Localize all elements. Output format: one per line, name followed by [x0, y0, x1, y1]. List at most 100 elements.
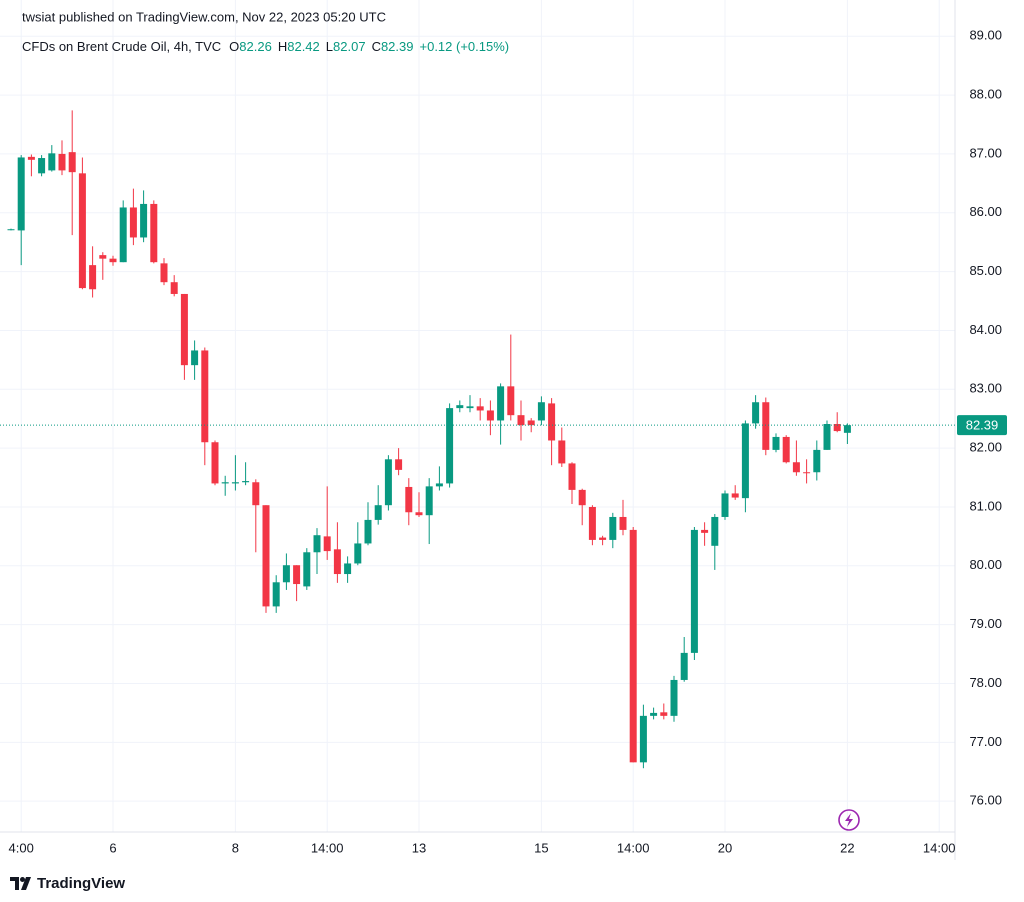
candle-body [68, 152, 76, 173]
candle-body [435, 483, 443, 487]
candle-body [752, 402, 760, 424]
candle-body [395, 459, 403, 470]
candle-body [772, 436, 780, 450]
candle-body [466, 406, 474, 409]
candle-body [201, 350, 209, 443]
candle-body [333, 549, 341, 575]
candles [0, 110, 955, 769]
x-tick-label: 13 [412, 840, 426, 855]
brand-name: TradingView [37, 875, 125, 892]
candle-body [803, 472, 811, 474]
candle-body [537, 402, 545, 421]
y-tick-label: 80.00 [969, 557, 1002, 572]
candle-body [58, 153, 66, 171]
candle-body [242, 481, 250, 483]
candle-body [507, 386, 515, 416]
candle-body [262, 505, 270, 607]
candle-body [701, 529, 709, 533]
last-price-label: 82.39 [966, 418, 999, 433]
candle-body [7, 229, 15, 231]
candle-body [670, 679, 678, 716]
candle-body [119, 207, 127, 263]
candle-body [599, 537, 607, 540]
legend-ohlc-value: 82.39 [381, 39, 414, 54]
candle-body [160, 263, 168, 283]
legend-change: +0.12 (+0.15%) [420, 39, 510, 54]
last-price-badge [957, 415, 1007, 436]
candle-body [415, 512, 423, 516]
y-tick-label: 79.00 [969, 616, 1002, 631]
candle-body [578, 489, 586, 506]
y-tick-label: 83.00 [969, 381, 1002, 396]
legend-ohlc-letter: C [372, 39, 381, 54]
candle-body [497, 386, 505, 421]
candle-body [629, 529, 637, 763]
candle-body [731, 493, 739, 498]
candle-body [99, 255, 107, 259]
y-tick-label: 86.00 [969, 204, 1002, 219]
candle-body [813, 449, 821, 473]
candle-body [619, 516, 627, 530]
candle-body [313, 535, 321, 553]
y-tick-label: 82.00 [969, 440, 1002, 455]
candle-body [486, 410, 494, 421]
x-tick-label: 22 [840, 840, 854, 855]
y-tick-label: 77.00 [969, 734, 1002, 749]
candle-body [48, 153, 56, 171]
legend-name: CFDs on Brent Crude Oil, 4h, TVC [22, 39, 221, 54]
x-tick-label: 6 [109, 840, 116, 855]
candle-body [129, 207, 137, 238]
candle-body [344, 563, 352, 575]
legend-ohlc-value: 82.26 [239, 39, 272, 54]
candle-body [741, 423, 749, 499]
candle-body [78, 173, 86, 289]
candle-body [446, 408, 454, 484]
legend-ohlc-letter: H [278, 39, 287, 54]
candle-body [527, 420, 535, 426]
candle-body [231, 482, 239, 484]
candle-body [27, 156, 35, 160]
candle-body [548, 403, 556, 441]
candle-body [354, 543, 362, 564]
candle-body [680, 652, 688, 680]
candle-body [782, 436, 790, 463]
legend-ohlc-value: 82.42 [287, 39, 320, 54]
candle-body [721, 493, 729, 517]
candle-body [588, 506, 596, 540]
candle-body [639, 715, 647, 763]
candle-body [833, 423, 841, 432]
candle-body [89, 265, 97, 290]
candle-body [568, 463, 576, 490]
candle-body [384, 459, 392, 506]
candle-body [425, 486, 433, 516]
candle-body [650, 712, 658, 716]
legend-ohlc-letter: O [229, 39, 239, 54]
grid [0, 0, 955, 832]
x-tick-label: 14:00 [923, 840, 956, 855]
candle-body [405, 486, 413, 513]
y-tick-label: 85.00 [969, 263, 1002, 278]
candle-body [792, 462, 800, 473]
lightning-icon [838, 809, 860, 831]
candle-body [843, 425, 851, 433]
x-tick-label: 15 [534, 840, 548, 855]
y-tick-label: 87.00 [969, 145, 1002, 160]
candle-body [517, 415, 525, 426]
candle-body [456, 405, 464, 409]
y-tick-label: 78.00 [969, 675, 1002, 690]
y-tick-label: 76.00 [969, 793, 1002, 808]
brand-logo [10, 877, 31, 890]
candle-body [282, 565, 290, 583]
candle-body [221, 482, 229, 484]
candle-body [109, 258, 117, 263]
publish-header: twsiat published on TradingView.com, Nov… [22, 9, 386, 24]
candle-body [150, 203, 158, 263]
legend-ohlc-letter: L [326, 39, 333, 54]
axis-labels: 76.00 77.00 78.00 79.00 80.00 81.00 82.00 83.00… [9, 28, 1007, 855]
x-tick-label: 4:00 [9, 840, 34, 855]
candle-body [303, 552, 311, 587]
candle-body [823, 423, 831, 450]
y-tick-label: 89.00 [969, 28, 1002, 43]
candle-body [191, 350, 199, 366]
candle-body [272, 582, 280, 607]
